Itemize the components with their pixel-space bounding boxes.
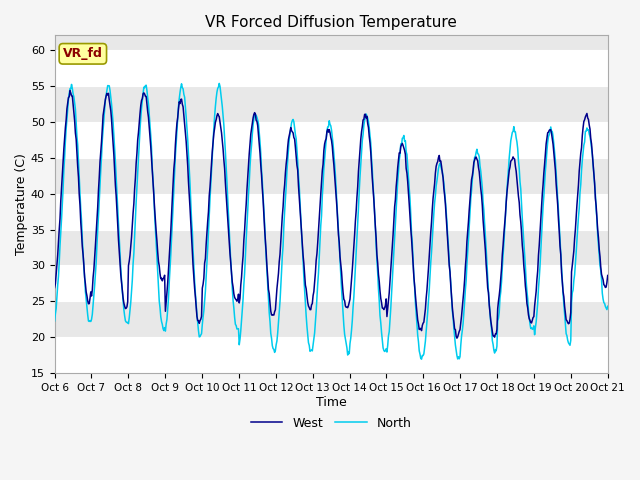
West — [51, 285, 58, 290]
North — [203, 260, 211, 265]
North — [61, 155, 68, 160]
West — [204, 218, 212, 224]
West — [604, 273, 612, 278]
Bar — [54, 265, 608, 301]
Bar — [54, 301, 608, 337]
Bar — [54, 337, 608, 373]
North — [604, 303, 612, 309]
West — [175, 106, 182, 112]
North — [418, 356, 426, 362]
Bar — [54, 229, 608, 265]
Bar — [54, 121, 608, 157]
West — [118, 287, 126, 293]
Title: VR Forced Diffusion Temperature: VR Forced Diffusion Temperature — [205, 15, 457, 30]
West — [453, 335, 461, 341]
Text: VR_fd: VR_fd — [63, 48, 103, 60]
North — [216, 81, 223, 86]
Bar — [54, 85, 608, 121]
Bar — [54, 157, 608, 193]
West — [415, 326, 423, 332]
North — [399, 135, 407, 141]
North — [415, 348, 423, 354]
Bar — [54, 193, 608, 229]
North — [174, 116, 182, 122]
West — [61, 135, 68, 141]
Y-axis label: Temperature (C): Temperature (C) — [15, 154, 28, 255]
West — [66, 88, 74, 94]
Line: West: West — [54, 91, 608, 338]
X-axis label: Time: Time — [316, 396, 346, 409]
Line: North: North — [54, 84, 608, 359]
North — [51, 318, 58, 324]
Legend: West, North: West, North — [246, 412, 417, 435]
North — [118, 278, 125, 284]
Bar — [54, 50, 608, 85]
West — [399, 143, 407, 148]
